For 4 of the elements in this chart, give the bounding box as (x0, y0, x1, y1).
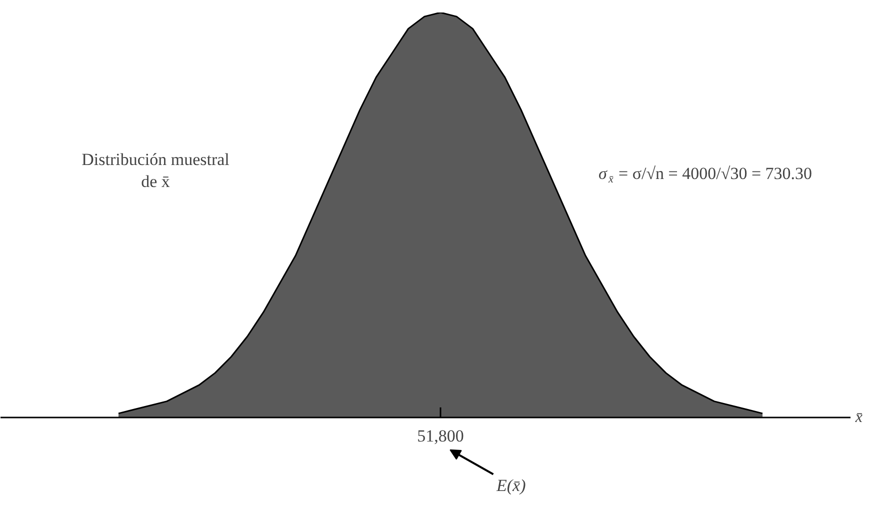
text: E(x̄) (496, 476, 526, 495)
text: 51,800 (417, 426, 464, 446)
text: x̄ (854, 409, 862, 426)
annotation: Distribución muestral de x̄ (82, 150, 230, 191)
